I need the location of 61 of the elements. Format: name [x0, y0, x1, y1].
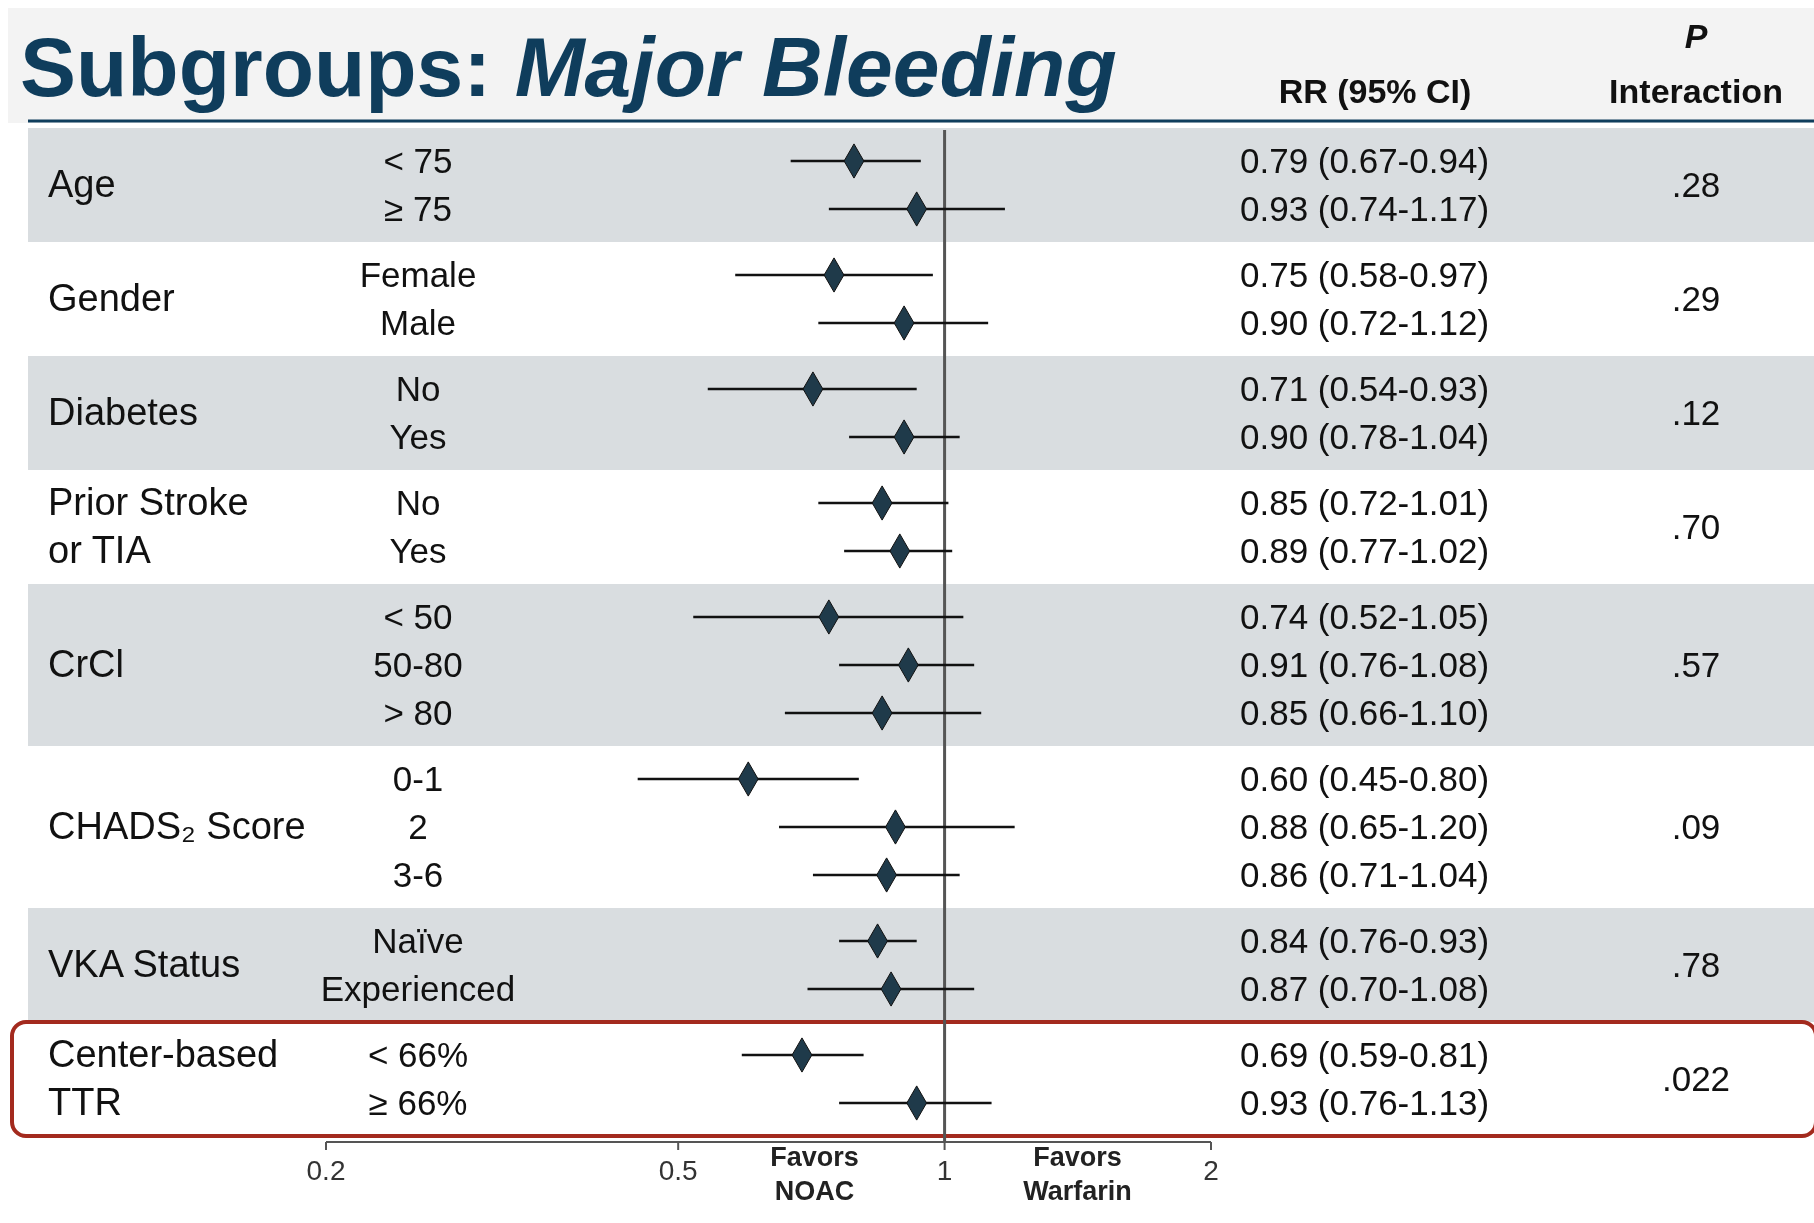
text: Gender — [48, 277, 176, 319]
text: 0.85 (0.72-1.01) — [1240, 483, 1490, 522]
text: Prior Stroke or TIA — [48, 481, 249, 571]
x-tick-label: 1 — [936, 1155, 953, 1186]
text: 0.91 (0.76-1.08) — [1240, 645, 1490, 684]
y-tick-label: No — [395, 483, 441, 522]
text: 0.93 (0.76-1.13) — [1240, 1083, 1490, 1122]
text: 0.69 (0.59-0.81) — [1240, 1035, 1490, 1074]
text: RR (95% CI) — [1278, 72, 1472, 110]
y-tick-label: ≥ 75 — [384, 189, 452, 228]
text: .09 — [1671, 807, 1721, 846]
text: 0.90 (0.72-1.12) — [1240, 303, 1490, 342]
text: 0.84 (0.76-0.93) — [1240, 921, 1490, 960]
y-tick-label: Yes — [389, 531, 447, 570]
text: .12 — [1671, 393, 1721, 432]
text: 0.74 (0.52-1.05) — [1240, 597, 1490, 636]
text: Age — [48, 163, 116, 205]
annotation: Favors NOAC — [770, 1142, 859, 1206]
text: P Interaction — [1609, 17, 1783, 110]
y-tick-label: < 50 — [383, 597, 453, 636]
y-tick-label: < 75 — [383, 141, 453, 180]
text: 0.75 (0.58-0.97) — [1240, 255, 1490, 294]
text: 0.93 (0.74-1.17) — [1240, 189, 1490, 228]
x-tick-label: 2 — [1203, 1155, 1219, 1186]
y-tick-label: > 80 — [383, 693, 453, 732]
text: 0.89 (0.77-1.02) — [1240, 531, 1490, 570]
y-tick-label: Experienced — [320, 969, 516, 1008]
y-tick-label: < 66% — [367, 1035, 469, 1074]
text: VKA Status — [48, 943, 241, 985]
text: 0.85 (0.66-1.10) — [1240, 693, 1490, 732]
text: 0.79 (0.67-0.94) — [1240, 141, 1490, 180]
y-tick-label: ≥ 66% — [368, 1083, 468, 1122]
text: 0.60 (0.45-0.80) — [1240, 759, 1490, 798]
text: 0.86 (0.71-1.04) — [1240, 855, 1490, 894]
text: 0.88 (0.65-1.20) — [1240, 807, 1490, 846]
text: .57 — [1671, 645, 1721, 684]
y-tick-label: Naïve — [372, 921, 464, 960]
text: Center-based TTR — [48, 1033, 279, 1123]
text: CrCl — [48, 643, 124, 685]
text: .29 — [1671, 279, 1721, 318]
x-tick-label: 0.2 — [306, 1155, 346, 1186]
y-tick-label: Yes — [389, 417, 447, 456]
text: 0.87 (0.70-1.08) — [1240, 969, 1490, 1008]
text: .78 — [1671, 945, 1721, 984]
chart-title: Subgroups: Major Bleeding — [20, 20, 1117, 114]
text: .022 — [1661, 1059, 1731, 1098]
y-tick-label: 3-6 — [392, 855, 444, 894]
x-tick-label: 0.5 — [658, 1155, 698, 1186]
text: .28 — [1671, 165, 1721, 204]
text: .70 — [1671, 507, 1721, 546]
text: Diabetes — [48, 391, 198, 433]
y-tick-label: 0-1 — [392, 759, 444, 798]
y-tick-label: 50-80 — [373, 645, 463, 684]
text: 0.90 (0.78-1.04) — [1240, 417, 1490, 456]
y-tick-label: Male — [380, 303, 456, 342]
y-tick-label: 2 — [408, 807, 428, 846]
annotation: Favors Warfarin — [1023, 1142, 1132, 1206]
y-tick-label: Female — [359, 255, 477, 294]
text: 0.71 (0.54-0.93) — [1240, 369, 1490, 408]
text: CHADS₂ Score — [48, 805, 306, 847]
y-tick-label: No — [395, 369, 441, 408]
